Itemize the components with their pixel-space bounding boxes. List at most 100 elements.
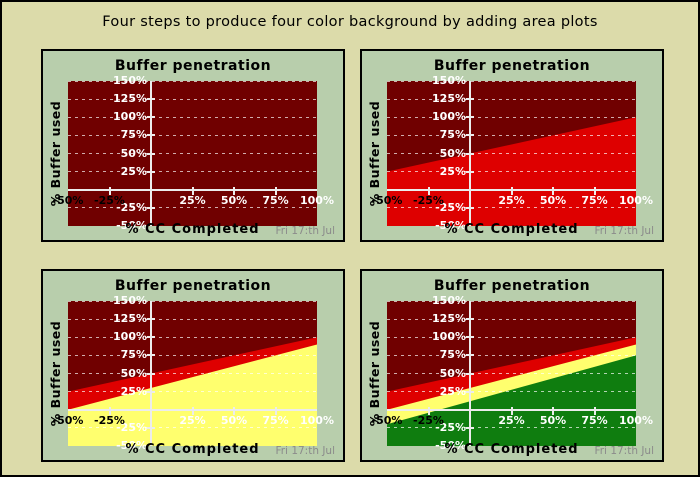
y-gridline bbox=[68, 391, 317, 393]
y-tick-mark bbox=[147, 426, 155, 429]
x-tick-label: -25% bbox=[94, 193, 125, 207]
x-axis-title: % CC Completed bbox=[444, 222, 579, 237]
y-tick-label: 150% bbox=[113, 74, 147, 87]
x-tick-label: -25% bbox=[413, 413, 444, 427]
y-tick-label: 75% bbox=[120, 348, 147, 362]
y-tick-label: 25% bbox=[120, 384, 147, 398]
y-tick-mark bbox=[147, 170, 155, 173]
y-tick-label: -25% bbox=[116, 420, 147, 434]
x-tick-label: 50% bbox=[539, 193, 567, 207]
y-gridline bbox=[387, 318, 636, 320]
plot-area: 150% 125% 100% 75% 50% 25% -25% -50% -50% -25% 25%… bbox=[53, 294, 334, 452]
y-tick-label: -50% bbox=[116, 219, 147, 232]
x-tick-label: 75% bbox=[581, 193, 608, 207]
y-tick-label: 100% bbox=[432, 110, 466, 124]
y-tick-label: 150% bbox=[113, 294, 147, 307]
y-gridline bbox=[68, 116, 317, 118]
x-tick-label: 50% bbox=[220, 413, 248, 427]
y-tick-label: 50% bbox=[120, 366, 147, 380]
x-axis-title: % CC Completed bbox=[125, 442, 260, 457]
y-tick-label: 100% bbox=[432, 330, 466, 344]
date-label: Fri 17:th Jul bbox=[275, 445, 335, 457]
x-tick-label: 25% bbox=[498, 413, 525, 427]
y-gridline bbox=[387, 391, 636, 393]
y-gridline bbox=[68, 318, 317, 320]
y-tick-mark bbox=[466, 390, 474, 393]
y-gridline bbox=[387, 80, 636, 82]
y-gridline bbox=[387, 300, 636, 302]
date-label: Fri 17:th Jul bbox=[275, 225, 335, 237]
y-tick-mark bbox=[147, 206, 155, 209]
y-tick-mark bbox=[466, 318, 474, 321]
x-tick-mark bbox=[427, 406, 430, 415]
chart-title: Buffer penetration bbox=[433, 278, 591, 294]
y-tick-label: 150% bbox=[432, 74, 466, 87]
x-tick-mark bbox=[593, 406, 596, 415]
x-tick-mark bbox=[510, 186, 513, 195]
y-tick-label: 50% bbox=[120, 146, 147, 160]
chart-panel-step-4: Buffer penetration % Buffer used 150% 125… bbox=[360, 269, 664, 462]
y-tick-label: -25% bbox=[435, 420, 466, 434]
x-tick-mark bbox=[108, 406, 111, 415]
y-tick-label: 125% bbox=[113, 312, 147, 326]
y-gridline bbox=[68, 80, 317, 82]
x-tick-mark bbox=[274, 186, 277, 195]
x-tick-label: -50% bbox=[371, 413, 403, 427]
y-gridline bbox=[387, 427, 636, 429]
x-tick-label: 25% bbox=[179, 193, 206, 207]
y-gridline bbox=[68, 354, 317, 356]
date-label: Fri 17:th Jul bbox=[594, 445, 654, 457]
y-gridline bbox=[387, 207, 636, 209]
y-tick-mark bbox=[147, 152, 155, 155]
y-tick-label: 50% bbox=[439, 146, 466, 160]
y-tick-label: -50% bbox=[435, 219, 466, 232]
y-tick-label: 75% bbox=[439, 348, 466, 362]
y-tick-label: 75% bbox=[439, 128, 466, 142]
y-gridline bbox=[68, 300, 317, 302]
x-tick-mark bbox=[552, 186, 554, 195]
x-tick-mark bbox=[427, 186, 430, 195]
x-tick-label: 100% bbox=[300, 193, 334, 207]
y-gridline bbox=[68, 153, 317, 154]
x-tick-mark bbox=[191, 406, 194, 415]
y-tick-label: -50% bbox=[116, 439, 147, 452]
x-tick-label: 50% bbox=[539, 413, 567, 427]
y-gridline bbox=[387, 373, 636, 374]
y-tick-label: -50% bbox=[435, 439, 466, 452]
y-tick-mark bbox=[466, 98, 474, 101]
x-tick-mark bbox=[233, 406, 235, 415]
y-tick-label: 50% bbox=[439, 366, 466, 380]
y-gridline bbox=[68, 134, 317, 136]
y-gridline bbox=[68, 207, 317, 209]
x-tick-label: 25% bbox=[498, 193, 525, 207]
x-axis-title: % CC Completed bbox=[444, 442, 579, 457]
chart-title: Buffer penetration bbox=[114, 58, 272, 74]
y-tick-mark bbox=[147, 372, 155, 375]
x-tick-mark bbox=[593, 186, 596, 195]
y-gridline bbox=[387, 116, 636, 118]
y-tick-mark bbox=[466, 354, 474, 357]
x-tick-label: 100% bbox=[300, 413, 334, 427]
plot-area: 150% 125% 100% 75% 50% 25% -25% -50% -50% -25% 25%… bbox=[372, 74, 653, 232]
x-tick-mark bbox=[274, 406, 277, 415]
x-tick-label: -25% bbox=[413, 193, 444, 207]
green-zone-area bbox=[387, 355, 636, 446]
chart-panel-step-3: Buffer penetration % Buffer used 150% 125… bbox=[41, 269, 345, 462]
y-tick-label: 150% bbox=[432, 294, 466, 307]
chart-title: Buffer penetration bbox=[433, 58, 591, 74]
y-tick-mark bbox=[147, 390, 155, 393]
y-gridline bbox=[387, 171, 636, 173]
y-tick-mark bbox=[147, 116, 155, 119]
y-tick-label: 125% bbox=[113, 92, 147, 106]
x-tick-label: -25% bbox=[94, 413, 125, 427]
x-tick-label: -50% bbox=[52, 193, 84, 207]
x-tick-mark bbox=[191, 186, 194, 195]
y-gridline bbox=[68, 427, 317, 429]
x-tick-mark bbox=[233, 186, 235, 195]
y-tick-label: 125% bbox=[432, 92, 466, 106]
y-gridline bbox=[387, 134, 636, 136]
plot-area: 150% 125% 100% 75% 50% 25% -25% -50% -50% -25% 25%… bbox=[372, 294, 653, 452]
x-tick-label: -50% bbox=[52, 413, 84, 427]
y-gridline bbox=[387, 336, 636, 338]
